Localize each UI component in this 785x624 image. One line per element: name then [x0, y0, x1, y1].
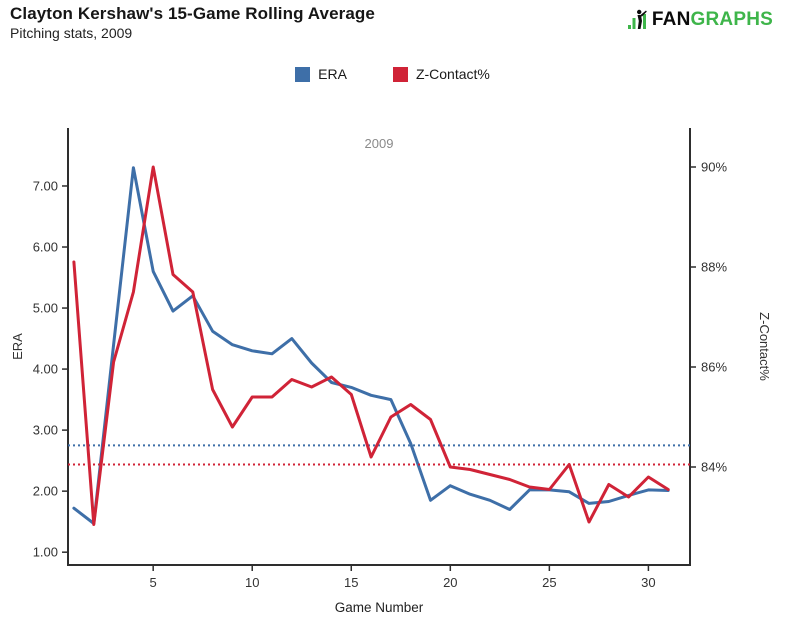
fangraphs-logo[interactable]: FANGRAPHS — [627, 8, 773, 30]
year-annotation: 2009 — [365, 136, 394, 151]
x-axis-title: Game Number — [335, 600, 424, 615]
right-axis: 84% 86% 88% 90% — [690, 160, 727, 475]
era-swatch — [295, 66, 311, 82]
legend-item-era[interactable]: ERA — [295, 66, 347, 82]
left-tick-label: 2.00 — [33, 484, 58, 499]
chart-legend: ERA Z-Contact% — [0, 66, 785, 82]
right-tick-label: 90% — [701, 160, 727, 175]
page-subtitle: Pitching stats, 2009 — [10, 25, 133, 41]
axes — [67, 128, 691, 566]
x-axis: 5 10 15 20 25 30 — [150, 565, 656, 590]
right-tick-label: 86% — [701, 360, 727, 375]
fangraphs-wordmark: FANGRAPHS — [651, 8, 773, 30]
left-axis: 1.00 2.00 3.00 4.00 5.00 6.00 7.00 — [33, 178, 68, 560]
right-tick-label: 84% — [701, 460, 727, 475]
right-tick-label: 88% — [701, 260, 727, 275]
chart-header: Clayton Kershaw's 15-Game Rolling Averag… — [10, 4, 375, 41]
x-tick-label: 10 — [245, 575, 259, 590]
zcontact-legend-label: Z-Contact% — [415, 66, 490, 82]
zcontact-swatch — [392, 66, 408, 82]
era-legend-label: ERA — [318, 66, 347, 82]
rolling-average-chart: 1.00 2.00 3.00 4.00 5.00 6.00 7.00 84% 86% 88% 90%… — [10, 128, 772, 615]
left-tick-label: 6.00 — [33, 240, 58, 255]
x-tick-label: 5 — [150, 575, 157, 590]
left-tick-label: 4.00 — [33, 362, 58, 377]
x-tick-label: 15 — [344, 575, 358, 590]
left-tick-label: 1.00 — [33, 545, 58, 560]
x-tick-label: 25 — [542, 575, 556, 590]
fangraphs-batter-icon — [627, 9, 647, 29]
left-tick-label: 7.00 — [33, 178, 58, 193]
left-tick-label: 5.00 — [33, 301, 58, 316]
page-title: Clayton Kershaw's 15-Game Rolling Averag… — [10, 4, 375, 23]
era-line — [72, 166, 670, 525]
x-tick-label: 30 — [641, 575, 655, 590]
x-tick-label: 20 — [443, 575, 457, 590]
z-contact-line — [72, 165, 670, 526]
legend-item-zcontact[interactable]: Z-Contact% — [392, 66, 490, 82]
left-axis-title: ERA — [10, 333, 25, 360]
right-axis-title: Z-Contact% — [757, 312, 772, 381]
left-tick-label: 3.00 — [33, 423, 58, 438]
